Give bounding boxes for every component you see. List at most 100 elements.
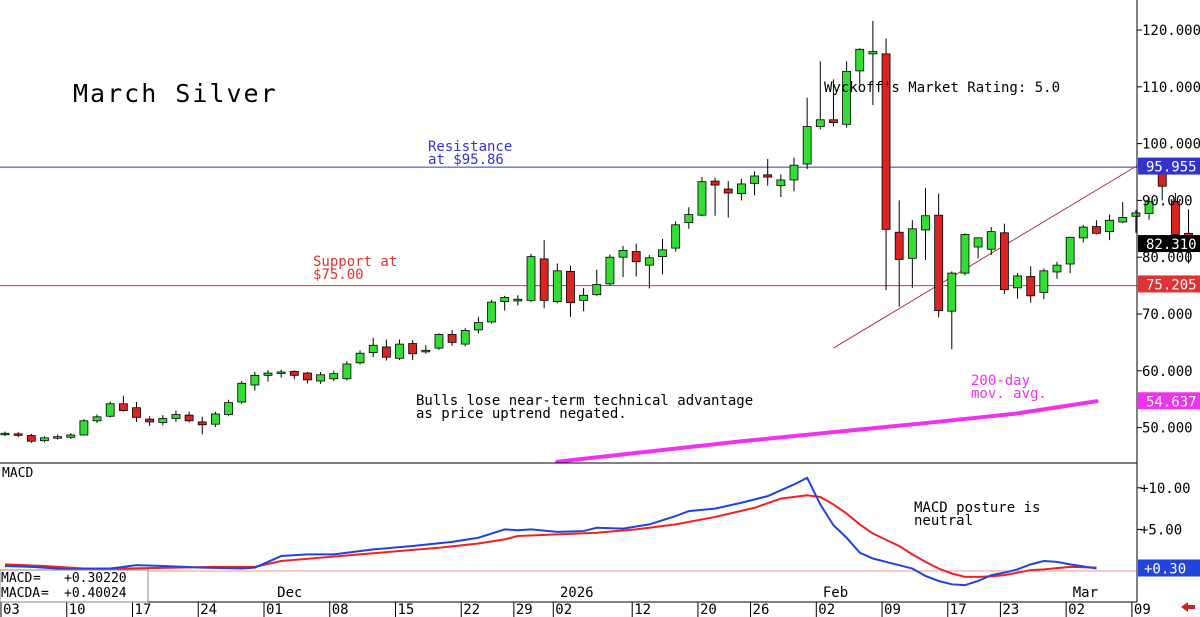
candle — [605, 254, 615, 286]
candle-body — [526, 256, 536, 301]
candle — [697, 177, 707, 217]
candle — [197, 416, 207, 435]
candle-body — [250, 374, 260, 386]
candle — [618, 245, 628, 278]
y-tick-label: 80.000 — [1142, 250, 1193, 266]
x-tick-label: 10 — [69, 602, 86, 617]
bulls-note-1: Bulls lose near-term technical advantage — [416, 393, 753, 409]
candle-body — [500, 297, 510, 302]
candle — [184, 411, 194, 423]
candle — [960, 233, 970, 276]
macd-line — [4, 476, 1097, 587]
market-rating: Wyckoff's Market Rating: 5.0 — [824, 80, 1060, 96]
candle — [658, 239, 667, 275]
candle-body — [579, 294, 588, 301]
candle — [986, 227, 996, 255]
candle-body — [934, 214, 944, 311]
x-tick-label: 03 — [3, 602, 20, 617]
candle-body — [1000, 232, 1009, 290]
macd-panel — [0, 476, 1137, 587]
candle-body — [434, 334, 444, 349]
candle — [934, 193, 944, 318]
x-tick-label: 24 — [200, 602, 217, 617]
candle — [881, 38, 891, 291]
candle — [460, 328, 470, 347]
candle-body — [592, 284, 602, 296]
candle-body — [1170, 201, 1180, 235]
candle — [250, 371, 260, 391]
candle — [40, 436, 49, 443]
support-label-2: $75.00 — [313, 267, 364, 283]
candle-body — [408, 343, 418, 355]
candle — [263, 370, 273, 382]
macd-note-2: neutral — [914, 513, 973, 529]
candle — [763, 158, 773, 186]
candle-body — [973, 237, 983, 248]
candle — [210, 411, 220, 428]
candle — [53, 434, 62, 440]
candle-body — [145, 418, 155, 423]
candle — [1131, 210, 1141, 233]
y-tick-label: 120.000 — [1142, 23, 1200, 39]
candle-body — [79, 420, 89, 436]
price-label: 95.955 — [1146, 160, 1197, 176]
candle — [539, 240, 549, 309]
candle-body — [473, 322, 483, 331]
candle — [171, 410, 181, 422]
price-label: 75.205 — [1146, 277, 1197, 293]
macda-legend-value: +0.40024 — [64, 586, 127, 601]
candle — [513, 295, 523, 306]
uptrend-line — [833, 165, 1138, 349]
support-label-1: Support at — [313, 254, 397, 270]
candle-body — [684, 214, 694, 223]
x-tick-label: 23 — [1002, 602, 1019, 617]
candle — [421, 345, 431, 354]
candle-body — [118, 403, 128, 411]
x-tick-label: 12 — [634, 602, 651, 617]
candle — [829, 79, 838, 127]
macd-y-tick-label: +5.00 — [1140, 522, 1182, 538]
candle-body — [921, 215, 930, 231]
candle — [224, 399, 233, 417]
candle-body — [763, 174, 773, 178]
macd-legend-name: MACD — [1, 571, 32, 586]
y-tick-label: 50.000 — [1142, 421, 1193, 437]
candle — [855, 48, 865, 85]
candle — [842, 61, 851, 128]
candle-body — [342, 363, 352, 380]
candle-body — [842, 71, 851, 125]
candle — [329, 370, 339, 382]
candle-body — [1078, 226, 1088, 239]
x-month-label: 2026 — [560, 585, 594, 601]
y-tick-label: 70.000 — [1142, 307, 1193, 323]
candle — [276, 369, 286, 378]
resistance-label-1: Resistance — [428, 139, 512, 155]
candle-body — [802, 126, 812, 165]
candle — [750, 171, 759, 196]
candle-body — [1039, 270, 1049, 293]
candle-body — [1052, 264, 1062, 273]
candle-body — [868, 51, 878, 55]
candle — [1039, 268, 1049, 300]
price-label-box — [1138, 157, 1200, 175]
candle-body — [1131, 212, 1141, 217]
candle-body — [947, 272, 957, 312]
candle — [644, 254, 654, 289]
candle — [303, 371, 312, 384]
x-month-label: Mar — [1073, 585, 1098, 601]
candle — [894, 200, 904, 307]
candle-body — [1092, 226, 1101, 234]
candle — [1052, 261, 1062, 279]
y-tick-label: 60.000 — [1142, 364, 1193, 380]
candle-body — [737, 183, 746, 194]
candle — [579, 287, 588, 312]
scroll-left-arrow-icon[interactable] — [1181, 602, 1195, 612]
candle — [447, 329, 457, 346]
candle-body — [658, 249, 667, 258]
candle-body — [789, 164, 799, 181]
macd-note-1: MACD posture is — [914, 500, 1040, 516]
candle-body — [237, 382, 247, 403]
price-label-box — [1138, 275, 1200, 293]
candle-body — [1144, 201, 1154, 214]
moving-average-200-line — [555, 399, 1099, 464]
